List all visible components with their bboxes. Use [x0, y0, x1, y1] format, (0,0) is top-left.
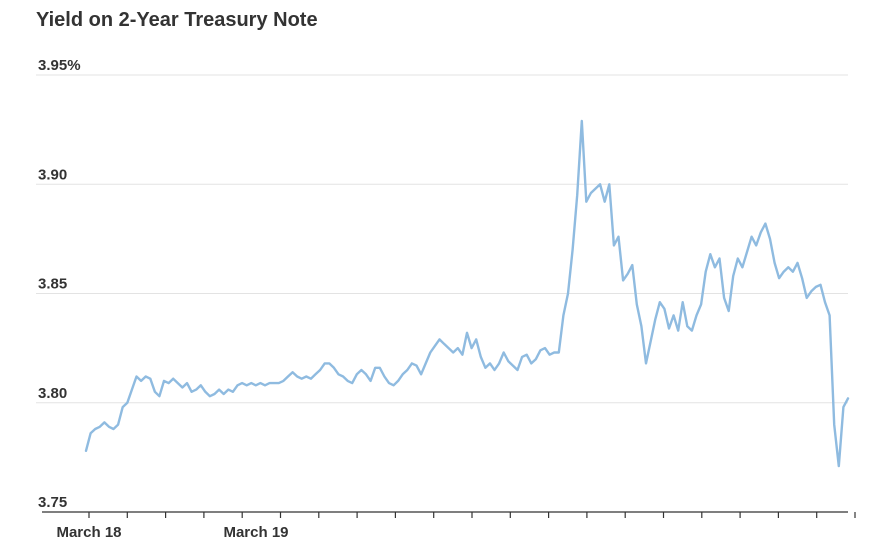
y-tick-label: 3.90 [38, 166, 67, 183]
chart-title: Yield on 2-Year Treasury Note [36, 9, 318, 31]
x-tick-label: March 18 [56, 524, 121, 541]
y-tick-label: 3.80 [38, 385, 67, 402]
x-axis-ticks: March 18 March 19 [56, 512, 856, 541]
series-layer [84, 119, 850, 468]
y-axis-tick-labels: 3.95% 3.90 3.85 3.80 3.75 [38, 57, 81, 511]
x-tick-label: March 19 [223, 524, 288, 541]
y-tick-label: 3.75 [38, 494, 67, 511]
y-tick-label: 3.95% [38, 57, 81, 74]
y-tick-label: 3.85 [38, 276, 67, 293]
series-line [84, 119, 850, 468]
gridlines [36, 74, 848, 404]
